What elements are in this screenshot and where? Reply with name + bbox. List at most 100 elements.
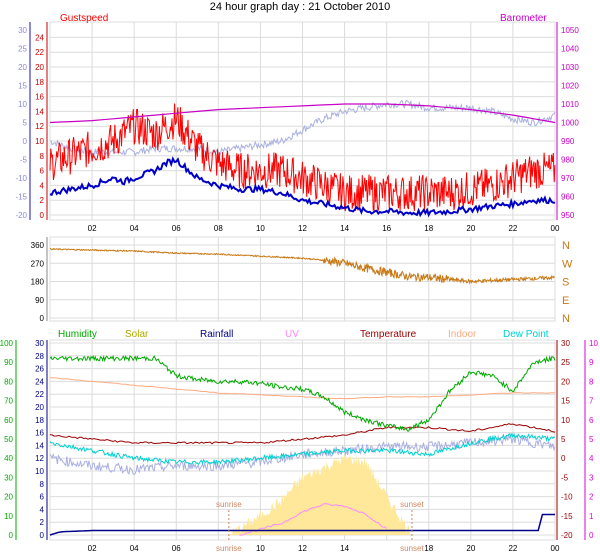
y-tick-label-rain: 0 — [40, 531, 45, 540]
y-tick-label-uv: 8 — [589, 377, 594, 386]
y-tick-label-temperature: 15 — [561, 397, 570, 406]
x-tick-label: 14 — [340, 224, 349, 233]
y-tick-label-baro: 1050 — [561, 26, 579, 35]
series-dew-point — [49, 432, 556, 467]
x-tick-label: 00 — [551, 224, 560, 233]
y-tick-label-direction: 360 — [31, 241, 45, 250]
x-tick-label: 00 — [551, 544, 560, 553]
y-tick-label-humidity: 20 — [4, 493, 13, 502]
series-wind-direction — [49, 247, 555, 285]
y-tick-label-temperature: 0 — [561, 454, 566, 463]
x-tick-label: 10 — [256, 224, 265, 233]
y-tick-label-humidity: 10 — [4, 512, 13, 521]
series-outdoor-temperature — [49, 433, 556, 475]
y-tick-label-direction: 270 — [31, 259, 45, 268]
y-tick-label-rain: 22 — [35, 390, 44, 399]
y-tick-label-gust: 12 — [35, 122, 44, 131]
compass-label: W — [562, 258, 573, 270]
y-tick-label-baro: 970 — [561, 174, 575, 183]
y-tick-label-humidity: 60 — [4, 416, 13, 425]
x-tick-label: 22 — [508, 544, 517, 553]
y-tick-label-gust: 10 — [35, 137, 44, 146]
y-tick-label-gust: 0 — [40, 211, 45, 220]
y-tick-label-baro: 960 — [561, 193, 575, 202]
x-tick-label: 20 — [466, 544, 475, 553]
legend-barometer: Barometer — [500, 13, 547, 24]
x-tick-label: 08 — [214, 224, 223, 233]
temperature-humidity-panel: Humidity Solar Rainfall UV Temperature Indoor… — [0, 329, 598, 553]
y-tick-label-temp: 20 — [18, 63, 27, 72]
y-tick-label-rain: 28 — [35, 352, 44, 361]
x-tick-label: 18 — [424, 544, 433, 553]
y-tick-label-direction: 180 — [31, 278, 45, 287]
y-tick-label-temperature: -5 — [561, 473, 569, 482]
y-tick-label-direction: 90 — [35, 296, 44, 305]
series-barometer — [49, 103, 556, 124]
x-tick-label: 02 — [88, 224, 97, 233]
marker-label: sunrise — [216, 500, 242, 509]
y-tick-label-rain: 14 — [35, 441, 44, 450]
x-tick-label: 10 — [256, 544, 265, 553]
series-indoor — [49, 377, 556, 400]
series-uv — [239, 503, 387, 536]
series-gustspeed — [49, 103, 556, 212]
x-tick-label: 18 — [424, 224, 433, 233]
y-tick-label-humidity: 30 — [4, 473, 13, 482]
legend-item: Indoor — [448, 329, 477, 340]
y-tick-label-temp: 5 — [23, 119, 28, 128]
legend-item: Rainfall — [200, 329, 233, 340]
x-tick-label: 12 — [298, 544, 307, 553]
compass-label: S — [562, 277, 569, 289]
y-tick-label-humidity: 100 — [0, 339, 14, 348]
y-tick-label-gust: 18 — [35, 78, 44, 87]
compass-label: E — [562, 295, 569, 307]
y-tick-label-gust: 6 — [40, 167, 45, 176]
x-tick-label: 06 — [172, 224, 181, 233]
y-tick-label-gust: 4 — [40, 181, 45, 190]
legend-item: UV — [285, 329, 299, 340]
x-tick-label: 14 — [340, 544, 349, 553]
y-tick-label-temp: -10 — [15, 174, 27, 183]
y-tick-label-temp: -15 — [15, 193, 27, 202]
x-tick-label: 04 — [130, 224, 139, 233]
y-tick-label-rain: 26 — [35, 365, 44, 374]
legend-item: Dew Point — [503, 329, 549, 340]
y-tick-label-temperature: -10 — [561, 493, 573, 502]
legend-gustspeed: Gustspeed — [60, 13, 108, 24]
x-tick-label: 06 — [172, 544, 181, 553]
y-tick-label-uv: 9 — [589, 358, 594, 367]
y-tick-label-gust: 16 — [35, 93, 44, 102]
series-humidity — [49, 354, 556, 432]
y-tick-label-humidity: 40 — [4, 454, 13, 463]
y-tick-label-rain: 2 — [40, 518, 45, 527]
y-tick-label-temperature: 25 — [561, 358, 570, 367]
series-temperature — [49, 99, 556, 157]
y-tick-label-temperature: 5 — [561, 435, 566, 444]
series-wind — [49, 156, 556, 218]
y-tick-label-uv: 3 — [589, 473, 594, 482]
y-tick-label-temp: 25 — [18, 45, 27, 54]
y-tick-label-rain: 4 — [40, 505, 45, 514]
y-tick-label-rain: 10 — [35, 467, 44, 476]
y-tick-label-humidity: 0 — [9, 531, 14, 540]
y-tick-label-rain: 16 — [35, 429, 44, 438]
y-tick-label-humidity: 80 — [4, 377, 13, 386]
y-tick-label-baro: 1020 — [561, 82, 579, 91]
legend-item: Humidity — [58, 329, 97, 340]
y-tick-label-temp: 10 — [18, 100, 27, 109]
page-title: 24 hour graph day : 21 October 2010 — [210, 1, 390, 13]
y-tick-label-gust: 14 — [35, 107, 44, 116]
y-tick-label-temperature: 10 — [561, 416, 570, 425]
compass-label: N — [562, 240, 570, 252]
y-tick-label-gust: 24 — [35, 33, 44, 42]
y-tick-label-rain: 18 — [35, 416, 44, 425]
x-tick-label: 22 — [508, 224, 517, 233]
y-tick-label-uv: 4 — [589, 454, 594, 463]
series-temperature — [49, 423, 556, 445]
y-tick-label-rain: 24 — [35, 377, 44, 386]
y-tick-label-temperature: -20 — [561, 531, 573, 540]
y-tick-label-temperature: 30 — [561, 339, 570, 348]
y-tick-label-temperature: -15 — [561, 512, 573, 521]
